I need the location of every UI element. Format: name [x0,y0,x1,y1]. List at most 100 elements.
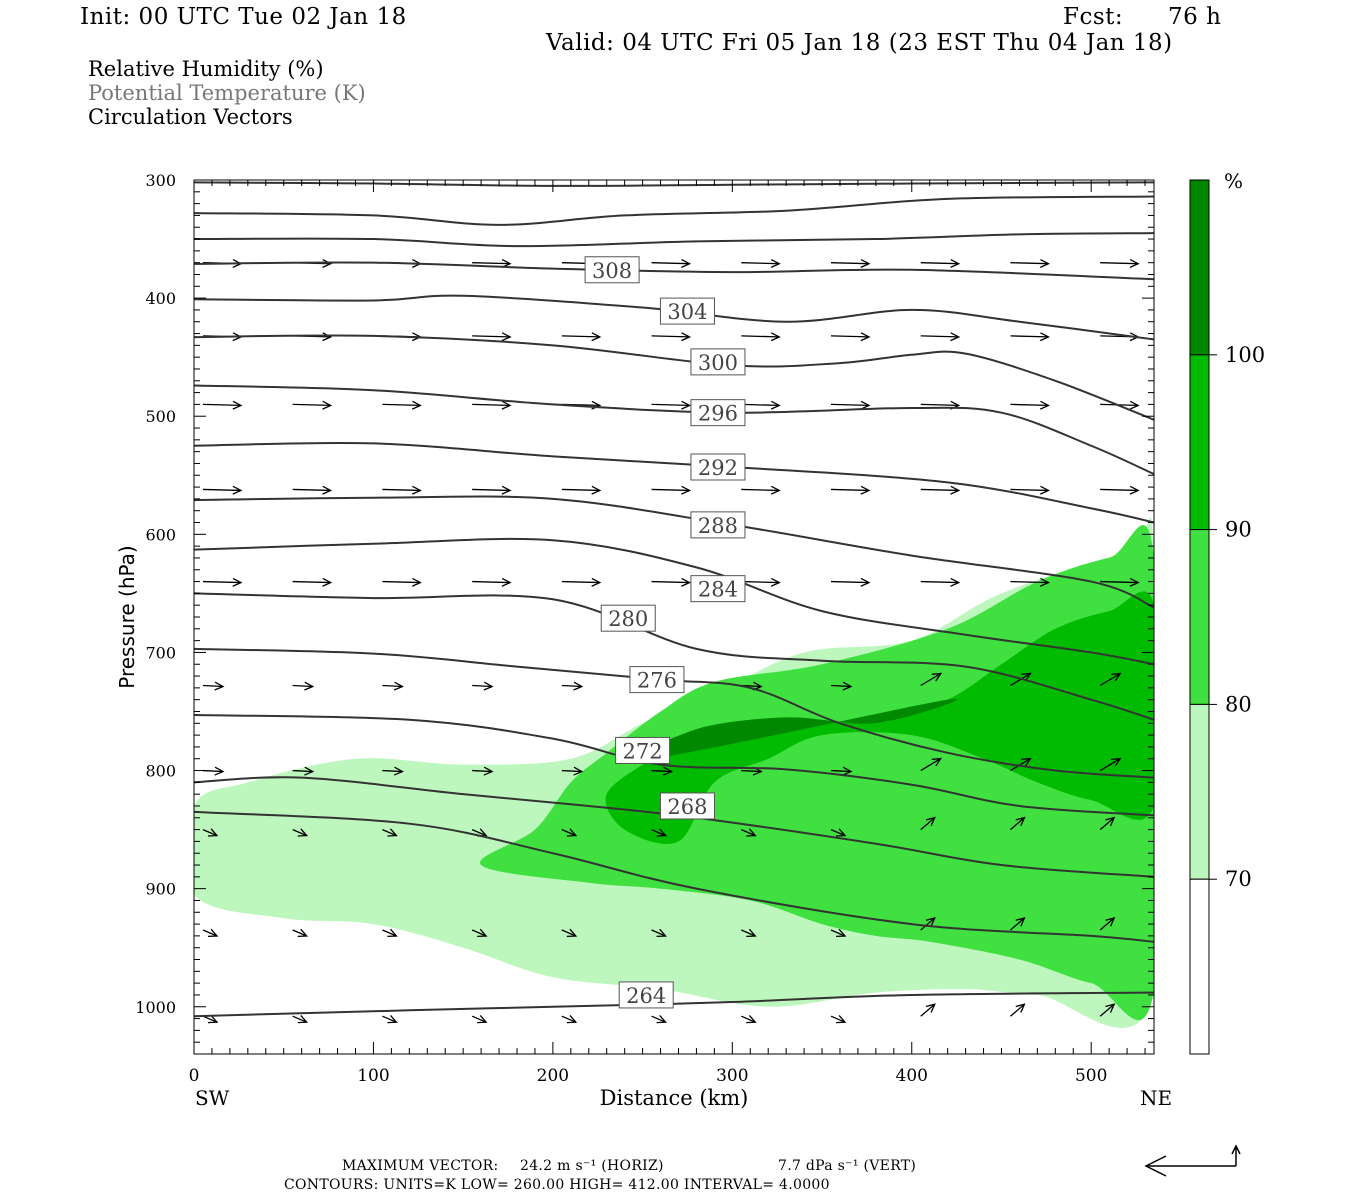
theta-label-box [690,511,746,539]
theta-contour-2 [194,232,1154,248]
vector-head [681,400,692,410]
vector-shaft [920,488,959,492]
vector-shaft [202,403,241,407]
vector-head [1015,816,1026,827]
vector-head [477,1014,488,1024]
vector-shaft [382,1015,397,1023]
vector-shaft [1099,917,1115,931]
vector-head [591,577,602,587]
colorbar-segment [1189,878,1210,1055]
vector-shaft [471,929,487,937]
vector-shaft [382,828,397,837]
vector-head [322,485,333,495]
circulation-vectors [202,258,1140,1024]
vector-shaft [292,488,331,492]
y-tick-label: 900 [145,880,176,899]
vector-shaft [1010,817,1025,831]
vector-shaft [830,488,870,492]
vector-shaft [651,262,690,265]
colorbar-segment [1189,354,1210,531]
vector-head [483,681,494,691]
vector-head [681,485,692,495]
vector-shaft [741,403,780,407]
vector-shaft [561,335,600,338]
vector-head [1111,757,1122,767]
theta-label: 268 [667,795,707,819]
vector-shaft [561,929,577,937]
vector-head [1039,258,1050,268]
vector-shaft [920,817,936,831]
theta-label-box [690,453,746,481]
vector-head [304,681,315,691]
vector-head [950,577,961,587]
vector-shaft [202,929,218,937]
vector-head [746,928,757,938]
vector-head [770,577,781,587]
vector-shaft [830,828,846,837]
vector-shaft [1010,757,1031,772]
vector-shaft [741,488,780,492]
vector-shaft [202,1015,218,1023]
theta-label-box [629,666,685,694]
theta-contour-5 [194,334,1154,421]
vector-shaft [561,488,600,492]
theta-label: 296 [698,402,738,426]
vector-shaft [561,769,582,773]
vector-shaft [651,828,666,837]
vector-head [322,258,333,268]
theta-contour-6 [194,384,1154,476]
vector-shaft [202,828,218,837]
vector-head [1129,400,1140,410]
theta-label: 276 [637,669,677,693]
vector-shaft [1099,672,1121,687]
vector-shaft [1100,262,1139,265]
vector-shaft [830,262,870,265]
vector-head [232,485,243,495]
theta-label-box [690,575,746,603]
init-time: Init: 00 UTC Tue 02 Jan 18 [80,4,407,30]
vector-head [411,577,422,587]
vector-shaft [472,335,511,338]
vector-head [1015,917,1026,927]
vector-head [950,332,961,342]
vector-shaft [292,403,331,407]
vector-head [835,828,847,837]
vector-head [860,400,871,410]
vector-shaft [830,335,870,338]
vector-head [656,828,667,837]
vector-head [501,400,512,410]
vector-shaft [1099,817,1115,831]
x-end-label-ne: NE [1140,1086,1172,1110]
vector-shaft [561,1015,577,1023]
vector-shaft [741,769,762,773]
forecast-hours: 76 h [1168,4,1222,30]
vector-shaft [382,580,421,584]
vector-shaft [651,929,666,937]
vector-head [656,928,667,938]
vector-head [681,258,692,268]
vector-head [322,577,333,587]
vector-head [842,681,853,691]
max-vector-horizontal: 24.2 m s⁻¹ (HORIZ) [520,1158,664,1174]
x-tick-label: 200 [537,1066,569,1086]
vector-head [387,1014,398,1024]
vector-head [501,485,512,495]
vector-head [842,766,853,776]
vector-head [770,332,781,342]
colorbar-unit: % [1224,169,1243,193]
forecast-label: Fcst: [1063,4,1124,30]
vector-shaft [561,828,577,837]
vector-shaft [292,929,307,937]
vector-head [860,485,871,495]
colorbar-segment [1189,703,1210,880]
vector-head [746,1014,757,1024]
vector-head [566,928,578,938]
theta-contour-13 [194,776,1154,878]
x-tick-label: 300 [716,1066,748,1086]
vector-shaft [561,684,582,688]
vector-shaft [1099,757,1121,772]
vector-shaft [1100,580,1139,584]
rh-shading [194,517,1154,1028]
vector-head [1105,1003,1116,1013]
